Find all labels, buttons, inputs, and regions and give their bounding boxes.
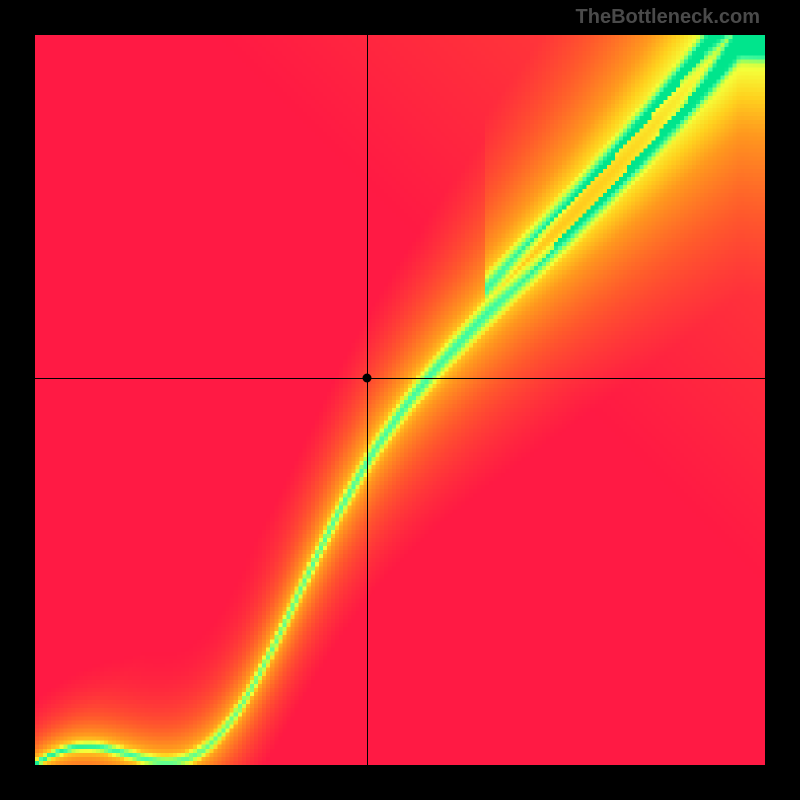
- crosshair-vertical: [367, 35, 368, 765]
- watermark-text: TheBottleneck.com: [576, 6, 760, 29]
- crosshair-horizontal: [35, 378, 765, 379]
- heatmap-canvas: [35, 35, 765, 765]
- heatmap-plot: [35, 35, 765, 765]
- crosshair-marker: [363, 374, 372, 383]
